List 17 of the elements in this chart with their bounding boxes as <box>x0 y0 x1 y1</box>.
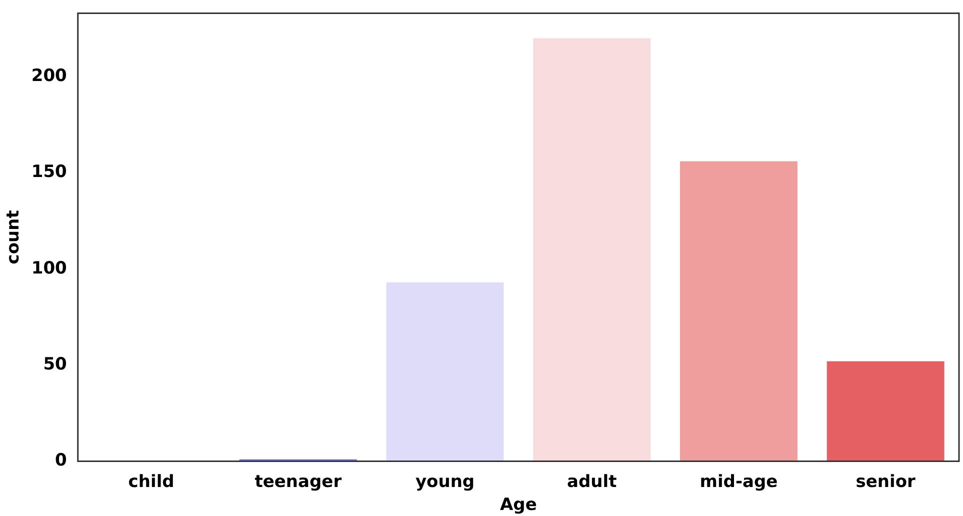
bar <box>386 282 504 462</box>
x-tick-label: senior <box>856 472 916 492</box>
bar <box>680 161 798 462</box>
y-tick-label: 0 <box>55 450 68 471</box>
x-tick-label: young <box>415 472 475 492</box>
x-tick-label: mid-age <box>700 472 778 492</box>
x-tick-label: child <box>128 472 174 492</box>
x-tick-label: teenager <box>254 472 342 492</box>
y-axis-title: count <box>4 210 24 264</box>
bar <box>533 38 651 462</box>
y-tick-label: 200 <box>31 66 68 86</box>
y-tick-label: 50 <box>43 354 68 374</box>
x-tick-label: adult <box>567 472 617 492</box>
bar <box>826 361 944 462</box>
x-axis-title: Age <box>500 495 537 516</box>
y-tick-label: 100 <box>31 258 68 278</box>
y-tick-label: 150 <box>31 162 68 182</box>
